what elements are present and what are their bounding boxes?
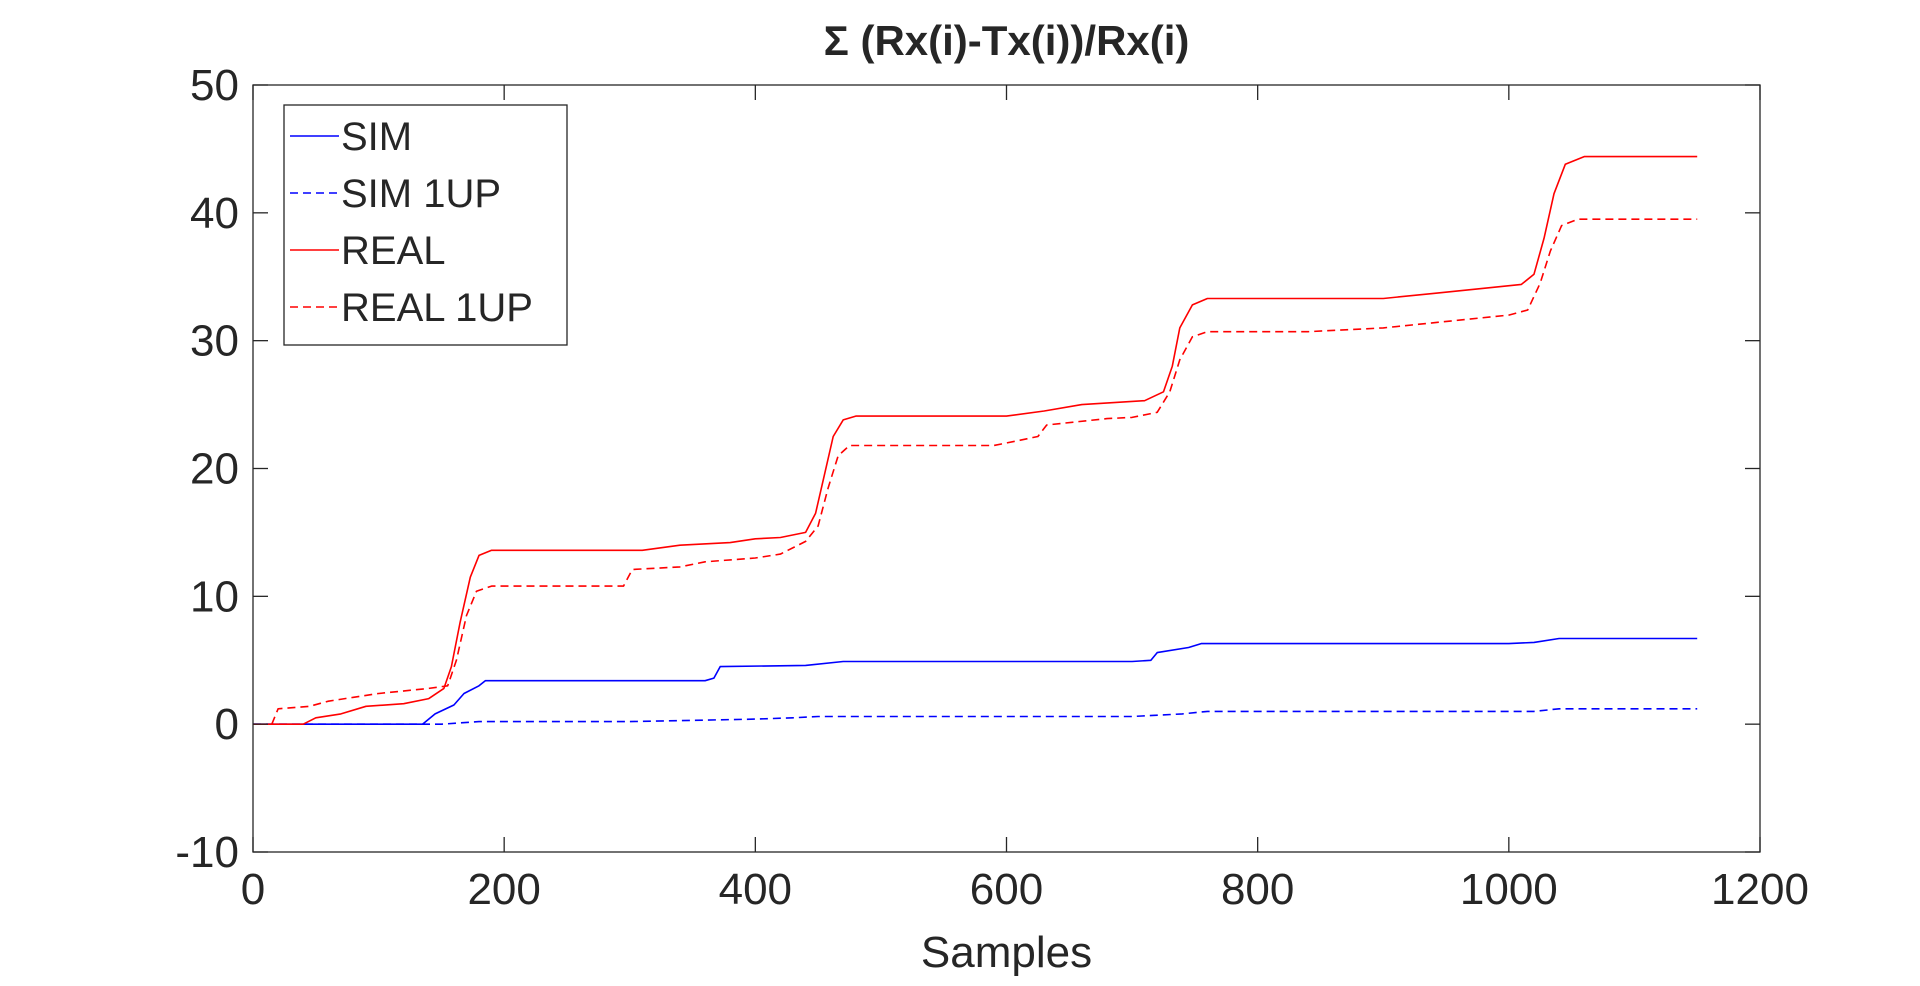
y-tick-label: 20 — [190, 445, 239, 494]
series-line-3 — [253, 155, 1698, 726]
y-tick-label: 50 — [190, 61, 239, 110]
legend: SIM SIM 1UP REAL REAL 1UP — [283, 104, 568, 346]
legend-label-3: REAL — [341, 229, 446, 273]
legend-label-2: SIM 1UP — [341, 172, 501, 216]
legend-label-1: SIM — [341, 115, 412, 159]
x-tick-label: 400 — [719, 865, 792, 914]
series-line-1 — [253, 637, 1698, 726]
y-tick-label: 30 — [190, 317, 239, 366]
x-axis-label: Samples — [921, 928, 1092, 977]
x-tick-label: 1200 — [1711, 865, 1809, 914]
legend-label-4: REAL 1UP — [341, 286, 533, 330]
x-tick-label: 1000 — [1460, 865, 1558, 914]
x-tick-label: 600 — [970, 865, 1043, 914]
chart-title: Σ (Rx(i)-Tx(i))/Rx(i) — [824, 17, 1190, 64]
x-tick-label: 800 — [1221, 865, 1294, 914]
x-tick-label: 200 — [467, 865, 540, 914]
series-line-2 — [253, 707, 1698, 726]
y-tick-label: -10 — [175, 828, 239, 877]
series-layer — [253, 155, 1698, 726]
y-tick-label: 40 — [190, 189, 239, 238]
legend-box — [283, 104, 568, 346]
series-line-4 — [271, 218, 1698, 725]
y-tick-label: 0 — [215, 700, 239, 749]
y-tick-label: 10 — [190, 572, 239, 621]
x-tick-label: 0 — [241, 865, 265, 914]
